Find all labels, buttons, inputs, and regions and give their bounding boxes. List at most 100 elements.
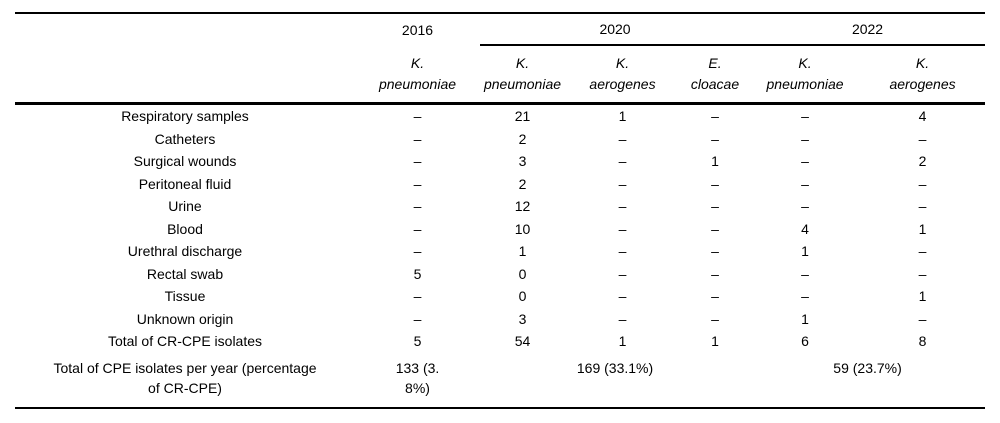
table-row: Total of CR-CPE isolates 5 54 1 1 6 8 <box>15 330 985 353</box>
cell-value: – <box>918 265 927 282</box>
cell-value: – <box>618 243 627 260</box>
cell-value: – <box>618 198 627 215</box>
cell-value: 1 <box>918 220 927 237</box>
cell-value: – <box>711 108 719 125</box>
cell-value: – <box>801 130 809 147</box>
cell-value: – <box>413 198 422 215</box>
row-label: Respiratory samples <box>121 108 249 125</box>
cell-value: – <box>618 153 627 170</box>
table-row: Peritoneal fluid – 2 – – – – <box>15 173 985 196</box>
cell-value: 1 <box>618 108 627 125</box>
table-row: Blood – 10 – – 4 1 <box>15 218 985 241</box>
species-header: K. pneumoniae <box>480 45 565 105</box>
species-header: K. aerogenes <box>565 45 680 105</box>
row-label: Catheters <box>154 130 216 147</box>
species-header: K. pneumoniae <box>750 45 861 105</box>
row-label: Surgical wounds <box>133 153 237 170</box>
cell-value: 54 <box>514 333 531 350</box>
cell-value: 0 <box>518 265 527 282</box>
cell-value: 1 <box>801 310 809 327</box>
cell-value: – <box>801 153 809 170</box>
cell-value: – <box>618 130 627 147</box>
cell-value: – <box>413 288 422 305</box>
cell-value: 8 <box>918 333 927 350</box>
cell-value: 12 <box>514 198 531 215</box>
cell-value: – <box>618 310 627 327</box>
species-header: K. pneumoniae <box>355 45 480 105</box>
cell-value: – <box>413 153 422 170</box>
row-label: Urethral discharge <box>127 243 243 260</box>
cell-value: – <box>413 175 422 192</box>
cell-value: – <box>618 288 627 305</box>
row-label: Peritoneal fluid <box>138 175 232 192</box>
cell-value: – <box>413 220 422 237</box>
table-row: Urethral discharge – 1 – – 1 – <box>15 240 985 263</box>
cell-value: – <box>711 198 719 215</box>
table-row: Respiratory samples – 21 1 – – 4 <box>15 104 985 128</box>
cell-value: – <box>413 310 422 327</box>
cell-value: – <box>711 288 719 305</box>
year-header-row: 2016 2020 2022 <box>15 13 986 46</box>
cell-value: 1 <box>711 333 719 350</box>
cell-value: – <box>918 243 927 260</box>
cell-value: 1 <box>518 243 527 260</box>
summary-value-2016: 133 (3. 8%) <box>395 359 440 396</box>
cell-value: – <box>918 198 927 215</box>
cell-value: 6 <box>801 333 809 350</box>
cell-value: 4 <box>918 108 927 125</box>
year-header-2016: 2016 <box>401 21 434 38</box>
cell-value: – <box>918 130 927 147</box>
row-label: Tissue <box>164 288 206 305</box>
cell-value: 1 <box>918 288 927 305</box>
cell-value: 5 <box>413 333 422 350</box>
cell-value: 4 <box>801 220 809 237</box>
cell-value: – <box>413 130 422 147</box>
cell-value: 1 <box>618 333 627 350</box>
cell-value: 3 <box>518 310 527 327</box>
summary-row: Total of CPE isolates per year (percenta… <box>15 353 985 408</box>
cell-value: – <box>918 175 927 192</box>
cell-value: 1 <box>801 243 809 260</box>
cell-value: – <box>618 265 627 282</box>
row-label: Unknown origin <box>136 310 234 327</box>
cell-value: – <box>711 265 719 282</box>
cell-value: 2 <box>518 130 527 147</box>
cell-value: 21 <box>514 108 531 125</box>
summary-value-2022: 59 (23.7%) <box>833 359 902 376</box>
cell-value: 5 <box>413 265 422 282</box>
cell-value: 0 <box>518 288 527 305</box>
year-header-2022: 2022 <box>750 13 986 46</box>
summary-row-label: Total of CPE isolates per year (percenta… <box>53 359 317 396</box>
table-row: Surgical wounds – 3 – 1 – 2 <box>15 150 985 173</box>
table-row: Tissue – 0 – – – 1 <box>15 285 985 308</box>
cell-value: 2 <box>518 175 527 192</box>
species-header: K. aerogenes <box>860 45 986 105</box>
cell-value: – <box>413 243 422 260</box>
corner-cell <box>15 45 355 105</box>
cell-value: – <box>711 220 719 237</box>
cell-value: – <box>801 288 809 305</box>
cell-value: – <box>618 220 627 237</box>
summary-value-2020: 169 (33.1%) <box>576 359 654 376</box>
cell-value: – <box>801 265 809 282</box>
species-header-row: K. pneumoniae K. pneumoniae K. aerogenes… <box>15 45 986 105</box>
cell-value: – <box>801 108 809 125</box>
cell-value: – <box>618 175 627 192</box>
cpe-isolates-table: 2016 2020 2022 K. pneumoniae K. pneumoni… <box>15 12 986 409</box>
table-row: Rectal swab 5 0 – – – – <box>15 263 985 286</box>
cell-value: – <box>711 130 719 147</box>
species-header: E. cloacae <box>680 45 751 105</box>
cell-value: – <box>801 175 809 192</box>
year-header-2020: 2020 <box>480 13 751 46</box>
cell-value: – <box>711 243 719 260</box>
table-row: Urine – 12 – – – – <box>15 195 985 218</box>
cell-value: – <box>711 310 719 327</box>
row-label: Rectal swab <box>146 265 224 282</box>
cell-value: 10 <box>514 220 531 237</box>
row-label: Total of CR-CPE isolates <box>107 333 263 350</box>
cell-value: – <box>918 310 927 327</box>
table-row: Unknown origin – 3 – – 1 – <box>15 308 985 331</box>
table-row: Catheters – 2 – – – – <box>15 128 985 151</box>
corner-cell <box>15 13 355 45</box>
